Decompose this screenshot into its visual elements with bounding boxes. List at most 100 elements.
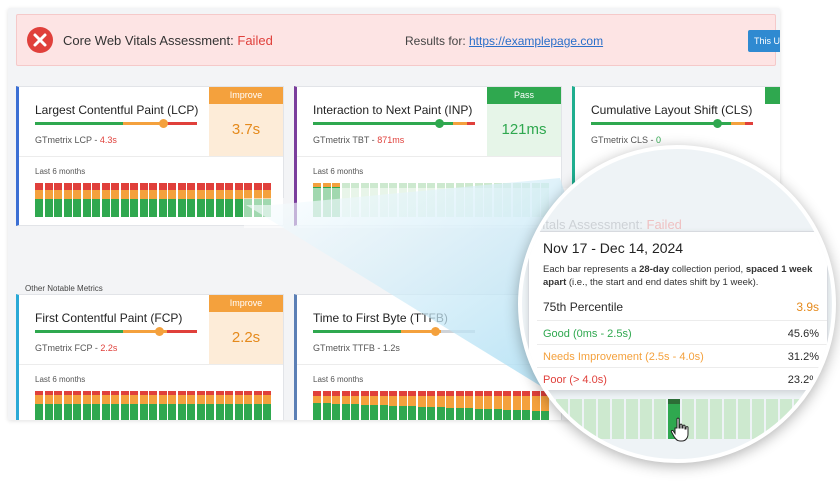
history-bar[interactable]	[82, 183, 91, 217]
history-bar[interactable]	[234, 391, 243, 420]
history-bar[interactable]	[455, 391, 464, 420]
bar-segment	[531, 396, 540, 411]
history-bar[interactable]	[341, 391, 350, 420]
history-bar[interactable]	[35, 391, 43, 420]
history-bar[interactable]	[234, 183, 243, 217]
desc-part: collection period,	[671, 264, 744, 275]
history-bar[interactable]	[111, 391, 119, 420]
history-bar[interactable]	[427, 391, 435, 420]
history-bar[interactable]	[120, 183, 129, 217]
history-bar[interactable]	[215, 391, 224, 420]
history-bar[interactable]	[542, 399, 554, 439]
history-bar[interactable]	[738, 399, 750, 439]
history-bar[interactable]	[465, 391, 473, 420]
history-bar[interactable]	[436, 391, 445, 420]
history-bar[interactable]	[766, 399, 778, 439]
history-bar[interactable]	[73, 183, 81, 217]
history-bar[interactable]	[370, 391, 378, 420]
history-bar[interactable]	[177, 391, 186, 420]
history-bar[interactable]	[168, 391, 176, 420]
history-bar[interactable]	[313, 391, 321, 420]
history-bar[interactable]	[139, 183, 148, 217]
history-bar[interactable]	[187, 391, 195, 420]
history-bar[interactable]	[263, 391, 271, 420]
magnified-history-bars[interactable]	[542, 399, 832, 439]
history-bar[interactable]	[101, 391, 110, 420]
history-bar[interactable]	[696, 399, 708, 439]
history-bar[interactable]	[130, 391, 138, 420]
history-bar[interactable]	[149, 183, 157, 217]
history-bar[interactable]	[584, 399, 596, 439]
history-bar[interactable]	[322, 391, 331, 420]
history-bar[interactable]	[44, 391, 53, 420]
history-bar[interactable]	[149, 391, 157, 420]
history-bar[interactable]	[92, 183, 100, 217]
history-bar[interactable]	[724, 399, 736, 439]
history-bar[interactable]	[130, 183, 138, 217]
history-bar[interactable]	[389, 391, 397, 420]
history-bar[interactable]	[139, 391, 148, 420]
history-bar[interactable]	[168, 183, 176, 217]
bar-segment	[436, 396, 445, 407]
history-bar[interactable]	[640, 399, 652, 439]
history-bar[interactable]	[54, 391, 62, 420]
history-bar[interactable]	[244, 391, 252, 420]
history-bar[interactable]	[111, 183, 119, 217]
history-bar[interactable]	[398, 391, 407, 420]
bar-segment	[417, 407, 426, 420]
history-bar[interactable]	[225, 183, 233, 217]
history-bar[interactable]	[794, 399, 806, 439]
history-bar[interactable]	[35, 183, 43, 217]
history-bar[interactable]	[351, 391, 359, 420]
history-bar[interactable]	[484, 391, 492, 420]
history-bar[interactable]	[196, 183, 205, 217]
history-bar[interactable]	[752, 399, 764, 439]
history-bar[interactable]	[120, 391, 129, 420]
history-bar[interactable]	[446, 391, 454, 420]
history-bar[interactable]	[474, 391, 483, 420]
history-bar[interactable]	[522, 391, 530, 420]
history-bar[interactable]	[531, 391, 540, 420]
history-bar[interactable]	[215, 183, 224, 217]
history-bar[interactable]	[808, 399, 820, 439]
history-bar[interactable]	[177, 183, 186, 217]
bar-segment	[512, 391, 521, 396]
history-bar[interactable]	[225, 391, 233, 420]
history-bar[interactable]	[187, 183, 195, 217]
history-bar[interactable]	[493, 391, 502, 420]
history-bar[interactable]	[101, 183, 110, 217]
history-bar[interactable]	[54, 183, 62, 217]
history-bar[interactable]	[598, 399, 610, 439]
history-bar[interactable]	[44, 183, 53, 217]
history-bar[interactable]	[512, 391, 521, 420]
history-bars[interactable]	[35, 391, 271, 420]
history-bar[interactable]	[360, 391, 369, 420]
history-bar[interactable]	[626, 399, 638, 439]
ghost-status: Failed	[646, 217, 682, 232]
history-bar[interactable]	[417, 391, 426, 420]
history-bar[interactable]	[63, 183, 72, 217]
history-bar[interactable]	[503, 391, 511, 420]
results-url-link[interactable]: https://examplepage.com	[469, 34, 604, 48]
history-bar[interactable]	[612, 399, 624, 439]
history-bar[interactable]	[82, 391, 91, 420]
history-bar[interactable]	[570, 399, 582, 439]
history-bar[interactable]	[73, 391, 81, 420]
history-bar[interactable]	[158, 391, 167, 420]
history-bar[interactable]	[253, 391, 262, 420]
history-bar[interactable]	[654, 399, 666, 439]
history-bar[interactable]	[206, 183, 214, 217]
history-bar[interactable]	[92, 391, 100, 420]
history-bar[interactable]	[379, 391, 388, 420]
history-bar[interactable]	[710, 399, 722, 439]
history-bar[interactable]	[408, 391, 416, 420]
this-url-button[interactable]: This URL	[748, 30, 780, 52]
history-bar[interactable]	[63, 391, 72, 420]
history-bar[interactable]	[196, 391, 205, 420]
history-bar[interactable]	[206, 391, 214, 420]
history-bar[interactable]	[158, 183, 167, 217]
fcp-card[interactable]: First Contentful Paint (FCP) GTmetrix FC…	[16, 294, 284, 420]
history-bar[interactable]	[332, 391, 340, 420]
history-bar[interactable]	[780, 399, 792, 439]
history-bar[interactable]	[556, 399, 568, 439]
